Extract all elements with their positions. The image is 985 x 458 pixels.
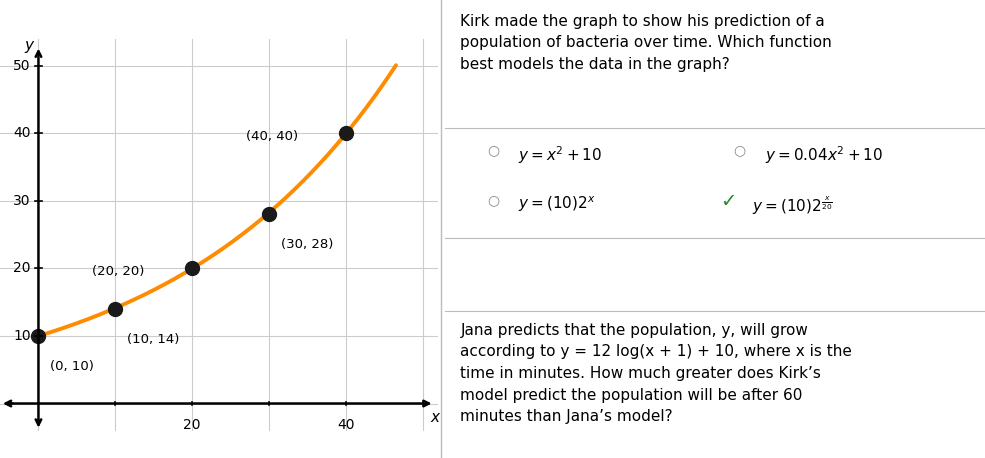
Text: $\bigcirc$: $\bigcirc$ <box>487 144 500 159</box>
Text: $y=(10)2^x$: $y=(10)2^x$ <box>518 195 596 214</box>
Text: $\bigcirc$: $\bigcirc$ <box>733 144 747 159</box>
Text: (40, 40): (40, 40) <box>246 130 298 143</box>
Text: Jana predicts that the population, ​y​, will grow
according to ​y​​ = 12 log(​x​: Jana predicts that the population, ​y​, … <box>460 323 852 424</box>
Text: (10, 14): (10, 14) <box>127 333 179 346</box>
Text: 40: 40 <box>337 418 355 432</box>
Text: COMPLETE: COMPLETE <box>476 262 552 276</box>
Text: y: y <box>25 38 33 53</box>
Text: $\bigcirc$: $\bigcirc$ <box>487 195 500 209</box>
Text: $y=(10)2^{\frac{x}{20}}$: $y=(10)2^{\frac{x}{20}}$ <box>752 195 832 217</box>
Text: (30, 28): (30, 28) <box>281 238 333 251</box>
Text: Predicted Population of Bacteria: Predicted Population of Bacteria <box>80 12 359 27</box>
Text: 30: 30 <box>13 194 31 208</box>
Text: 20: 20 <box>13 262 31 275</box>
Text: 20: 20 <box>183 418 201 432</box>
Text: ✓: ✓ <box>720 192 737 211</box>
Text: (20, 20): (20, 20) <box>93 265 145 278</box>
Text: 50: 50 <box>13 59 31 73</box>
Text: x: x <box>430 409 439 425</box>
Text: $y=x^2+10$: $y=x^2+10$ <box>518 144 602 166</box>
Text: Kirk made the graph to show his prediction of a
population of bacteria over time: Kirk made the graph to show his predicti… <box>460 14 832 72</box>
Text: (0, 10): (0, 10) <box>50 360 94 373</box>
Text: 40: 40 <box>13 126 31 141</box>
Text: 10: 10 <box>13 329 31 343</box>
Text: $y=0.04x^2+10$: $y=0.04x^2+10$ <box>764 144 883 166</box>
